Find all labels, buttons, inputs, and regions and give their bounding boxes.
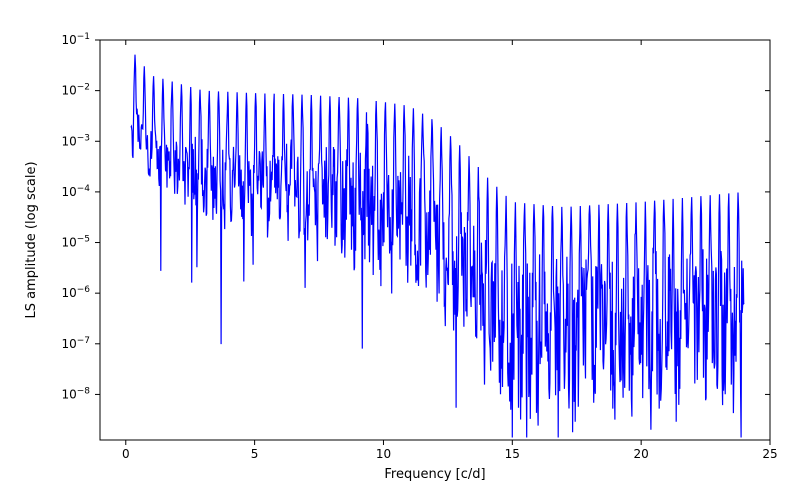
y-tick-label: 10−6 <box>61 285 90 300</box>
y-tick-label: 10−7 <box>61 336 90 351</box>
y-tick-label: 10−2 <box>61 83 90 98</box>
y-tick-label: 10−3 <box>61 133 90 148</box>
x-axis-label: Frequency [c/d] <box>384 467 485 482</box>
y-tick-label: 10−5 <box>61 235 90 250</box>
x-tick-label: 5 <box>251 447 259 461</box>
x-tick-label: 20 <box>634 447 649 461</box>
chart-svg: 0 5 10 15 20 25 10−8 10−7 10−6 10−5 10−4 10−3 10−2 1… <box>0 0 800 500</box>
x-tick-label: 10 <box>376 447 391 461</box>
x-tick-label: 25 <box>762 447 777 461</box>
y-tick-label: 10−4 <box>61 184 90 199</box>
amplitude-spectrum-line <box>131 55 744 438</box>
y-tick-label: 10−1 <box>61 32 90 47</box>
x-tick-label: 0 <box>122 447 130 461</box>
periodogram-chart: 0 5 10 15 20 25 10−8 10−7 10−6 10−5 10−4 10−3 10−2 1… <box>0 0 800 500</box>
y-tick-label: 10−8 <box>61 386 90 401</box>
x-tick-label: 15 <box>505 447 520 461</box>
y-axis-label: LS amplitude (log scale) <box>24 161 39 318</box>
